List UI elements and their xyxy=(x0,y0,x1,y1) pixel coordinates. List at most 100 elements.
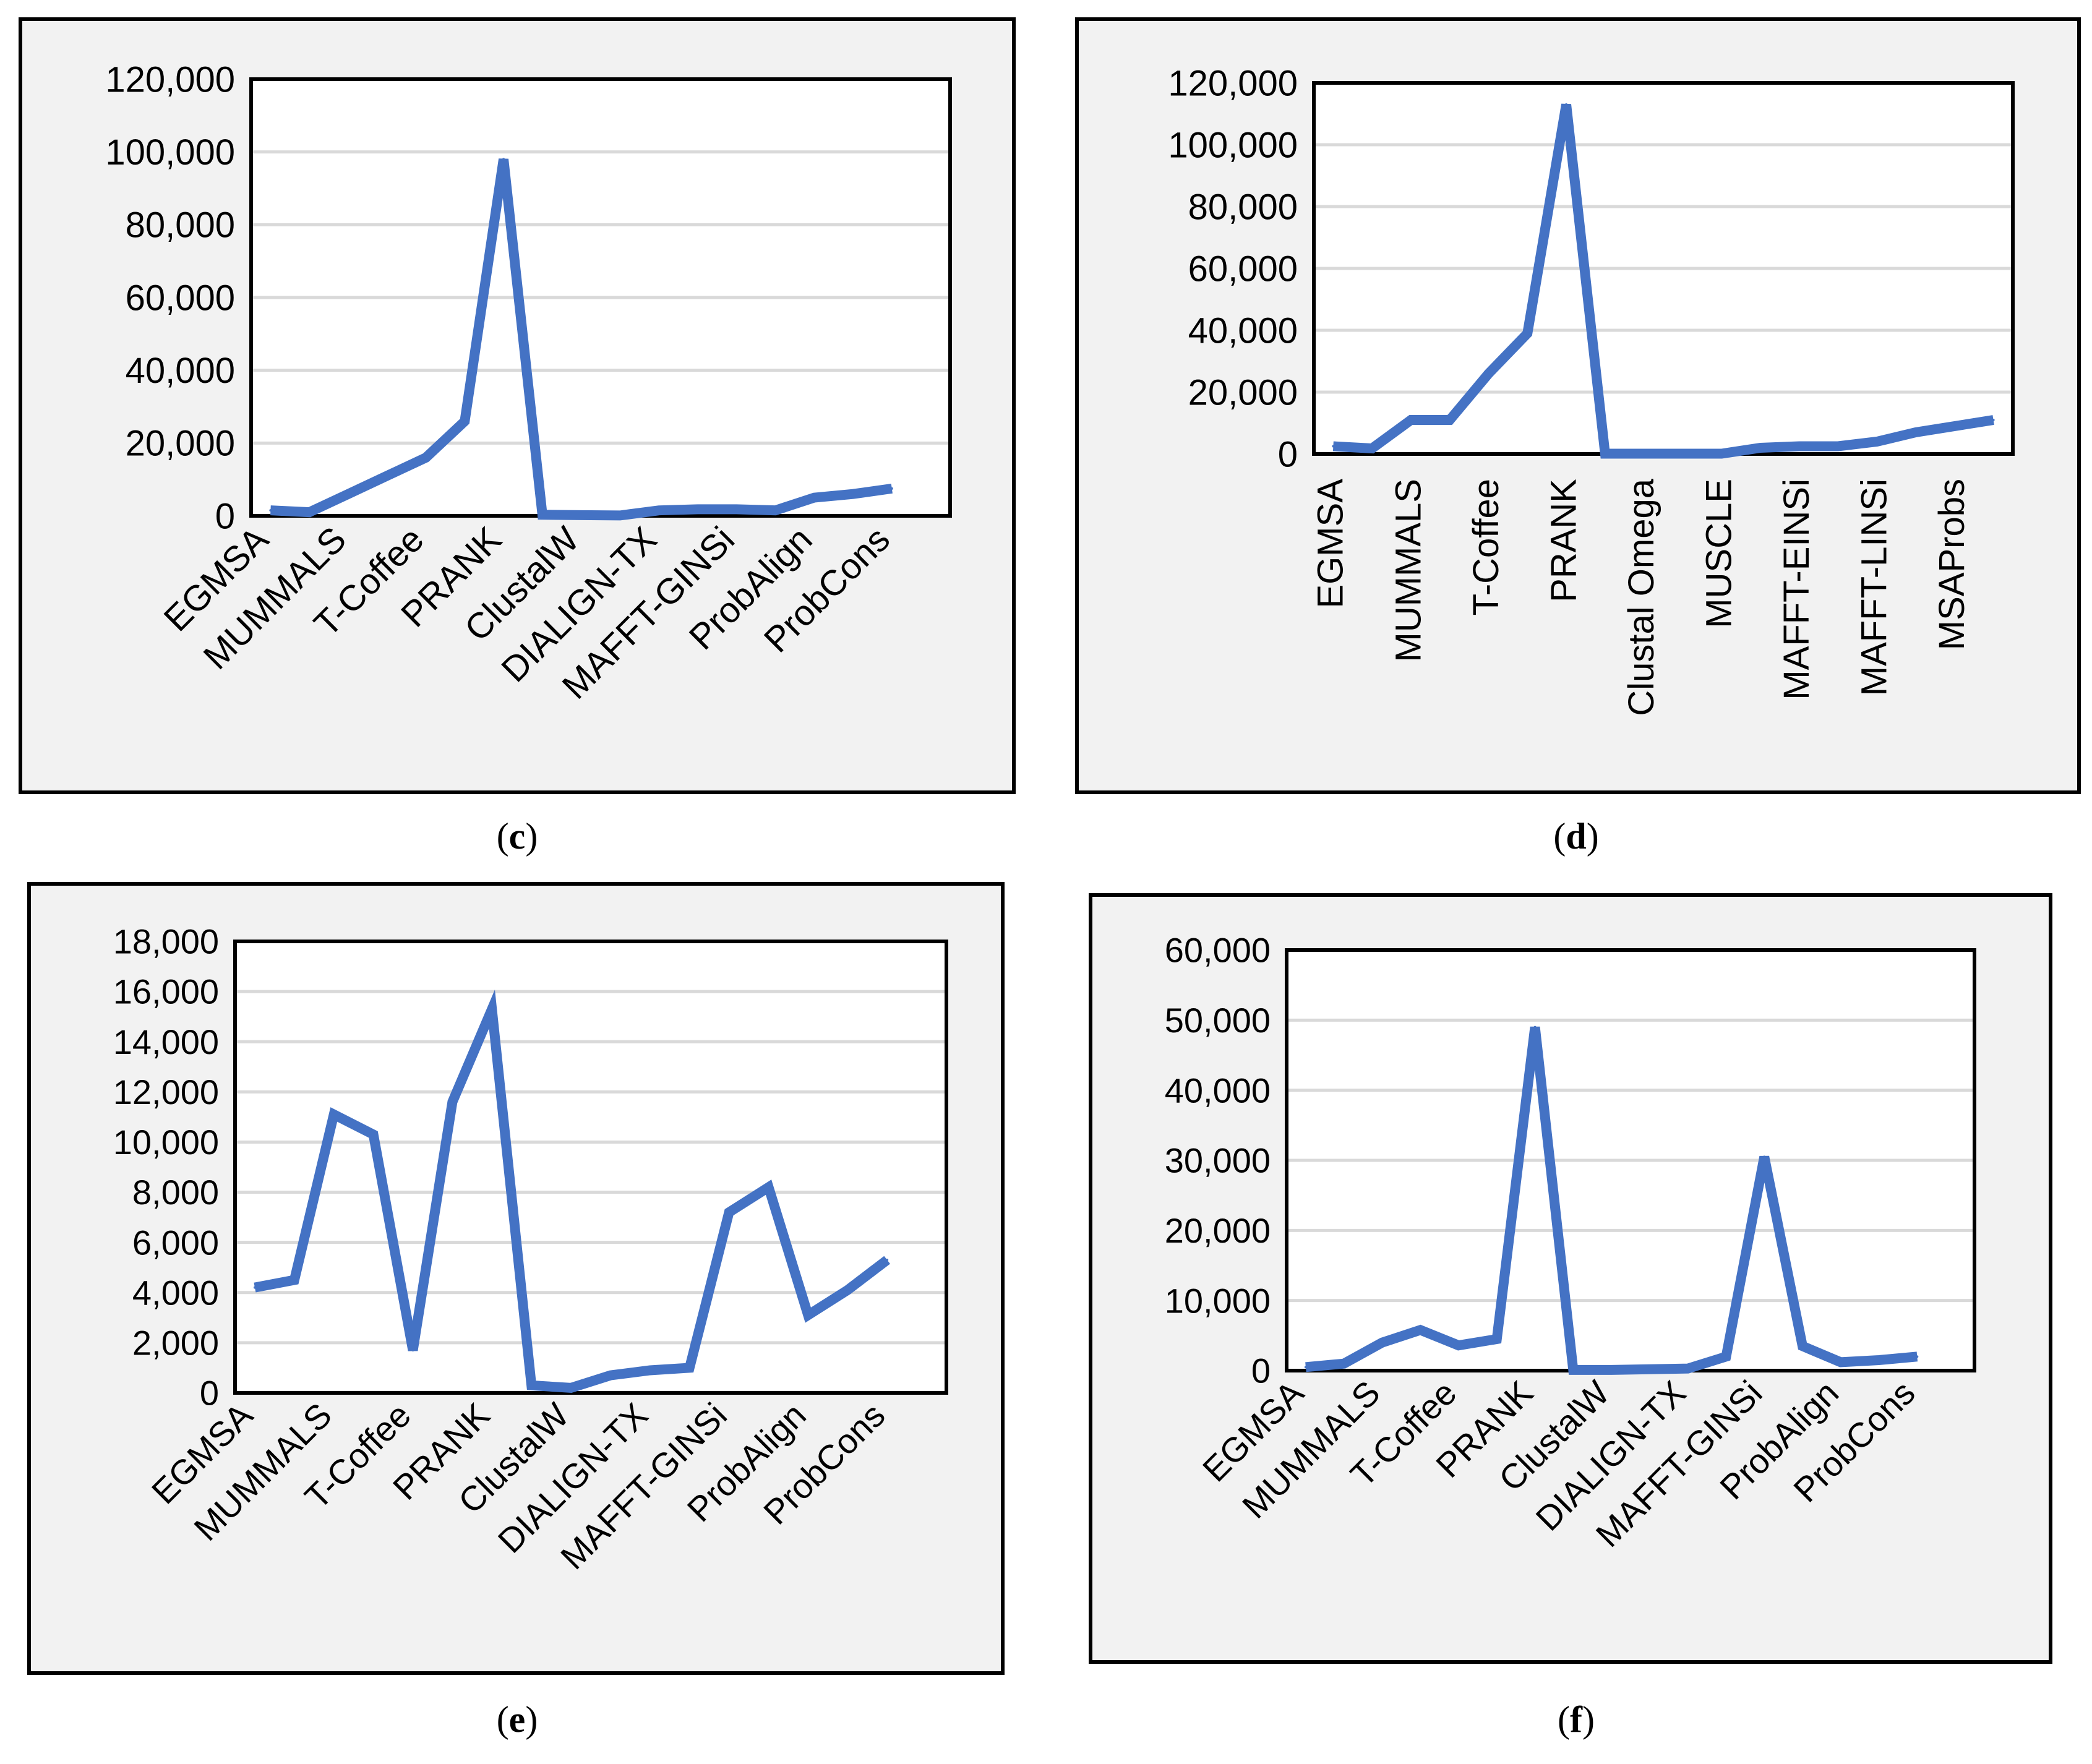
data-point xyxy=(846,1288,849,1291)
data-point xyxy=(541,513,544,516)
y-tick-label: 18,000 xyxy=(113,922,219,961)
y-tick-label: 40,000 xyxy=(1188,310,1298,351)
y-tick-label: 60,000 xyxy=(1165,931,1271,970)
data-point xyxy=(648,1369,651,1372)
x-tick-label: MSAProbs xyxy=(1932,479,1972,650)
data-point xyxy=(619,514,622,517)
y-tick-label: 50,000 xyxy=(1165,1001,1271,1040)
y-tick-label: 20,000 xyxy=(1188,372,1298,413)
data-point xyxy=(1681,452,1684,455)
data-point xyxy=(1686,1367,1689,1370)
data-point xyxy=(609,1374,612,1377)
data-point xyxy=(1603,452,1606,455)
chart-panel-d: 0 20,000 40,000 60,000 80,000 100,000 120,000 E… xyxy=(1075,17,2081,794)
data-point xyxy=(1992,419,1995,421)
data-point xyxy=(727,1211,731,1214)
data-point xyxy=(1610,1368,1613,1371)
data-point xyxy=(1839,1361,1842,1364)
data-point xyxy=(696,508,699,511)
data-point xyxy=(411,1349,414,1352)
data-point xyxy=(1495,1338,1498,1340)
data-point xyxy=(774,509,777,512)
y-tick-label: 40,000 xyxy=(1165,1071,1271,1110)
data-point xyxy=(1409,419,1412,421)
data-point xyxy=(807,1314,810,1317)
data-point xyxy=(1914,431,1918,434)
caption-f: (f) xyxy=(1558,1699,1595,1740)
x-tick-label: MAFFT-EINSi xyxy=(1777,479,1817,700)
y-tick-label: 20,000 xyxy=(126,424,235,464)
data-point xyxy=(688,1366,691,1369)
y-tick-label: 2,000 xyxy=(132,1323,219,1362)
data-point xyxy=(530,1384,533,1387)
data-point xyxy=(1725,1355,1728,1358)
data-point xyxy=(1798,445,1801,448)
data-point xyxy=(1487,372,1490,375)
caption-e: (e) xyxy=(496,1699,538,1740)
chart-panel-e: 0 2,000 4,000 6,000 8,000 10,000 12,000 14,000 1… xyxy=(27,882,1005,1675)
series-line xyxy=(1332,103,1994,459)
data-point xyxy=(332,1113,335,1116)
data-point xyxy=(293,1278,296,1282)
caption-d-letter: d xyxy=(1566,816,1587,857)
data-point xyxy=(767,1186,770,1189)
y-tick-label: 60,000 xyxy=(126,278,235,318)
data-point xyxy=(1642,452,1645,455)
y-tick-label: 6,000 xyxy=(132,1223,219,1262)
data-point xyxy=(491,1008,494,1011)
y-tick-label: 0 xyxy=(215,496,235,536)
data-point xyxy=(1448,419,1451,421)
data-point xyxy=(502,158,505,161)
x-tick-label: MUSCLE xyxy=(1699,479,1739,628)
data-point xyxy=(1533,1025,1537,1029)
y-tick-label: 40,000 xyxy=(126,351,235,391)
data-point xyxy=(253,1286,256,1289)
y-tick-label: 60,000 xyxy=(1188,249,1298,289)
chart-e: 0 2,000 4,000 6,000 8,000 10,000 12,000 14,000 1… xyxy=(113,922,948,1577)
y-tick-label: 100,000 xyxy=(105,132,235,173)
data-point xyxy=(1526,332,1529,335)
plot-area xyxy=(235,941,946,1393)
data-point xyxy=(1371,447,1374,450)
data-point xyxy=(1763,1155,1766,1158)
y-tick-label: 20,000 xyxy=(1165,1211,1271,1250)
caption-d: (d) xyxy=(1553,816,1599,857)
y-tick-label: 16,000 xyxy=(113,972,219,1011)
data-point xyxy=(1572,1368,1575,1371)
data-point xyxy=(570,1386,573,1389)
chart-f: 010,00020,00030,00040,00050,00060,000EGM… xyxy=(1165,931,1976,1554)
data-point xyxy=(1565,103,1568,106)
data-point xyxy=(1759,447,1762,449)
data-point xyxy=(463,420,466,423)
data-point xyxy=(1837,445,1840,448)
chart-d: 0 20,000 40,000 60,000 80,000 100,000 120,000 E… xyxy=(1168,63,2015,716)
data-point xyxy=(852,492,855,495)
data-point xyxy=(735,508,738,511)
y-tick-label: 0 xyxy=(1278,434,1298,474)
x-tick-label: MAFFT-LINSi xyxy=(1854,479,1895,696)
y-tick-label: 120,000 xyxy=(1168,63,1298,103)
data-point xyxy=(451,1100,454,1103)
y-tick-label: 0 xyxy=(200,1374,219,1413)
y-tick-label: 100,000 xyxy=(1168,125,1298,165)
data-point xyxy=(346,492,349,495)
y-tick-label: 10,000 xyxy=(113,1123,219,1162)
data-point xyxy=(269,509,272,512)
data-point xyxy=(385,474,388,477)
data-point xyxy=(1876,440,1879,443)
data-point xyxy=(1953,425,1956,427)
caption-f-letter: f xyxy=(1570,1699,1582,1740)
y-tick-label: 14,000 xyxy=(113,1022,219,1061)
y-tick-label: 80,000 xyxy=(126,205,235,246)
data-point xyxy=(1332,445,1335,448)
data-point xyxy=(1457,1344,1460,1347)
chart-panel-c: 0 20,000 40,000 60,000 80,000 100,000 120,000 E… xyxy=(19,17,1016,794)
y-tick-label: 0 xyxy=(1251,1351,1271,1390)
data-point xyxy=(1648,1368,1651,1371)
x-tick-label: PRANK xyxy=(1543,479,1584,602)
data-point xyxy=(813,496,816,499)
data-point xyxy=(658,509,661,512)
chart-panel-f: 0 10,000 20,000 30,000 40,000 50,000 60,000 EGM… xyxy=(1089,893,2052,1664)
caption-e-letter: e xyxy=(508,1699,526,1740)
x-tick-label: MUMMALS xyxy=(1388,479,1428,662)
